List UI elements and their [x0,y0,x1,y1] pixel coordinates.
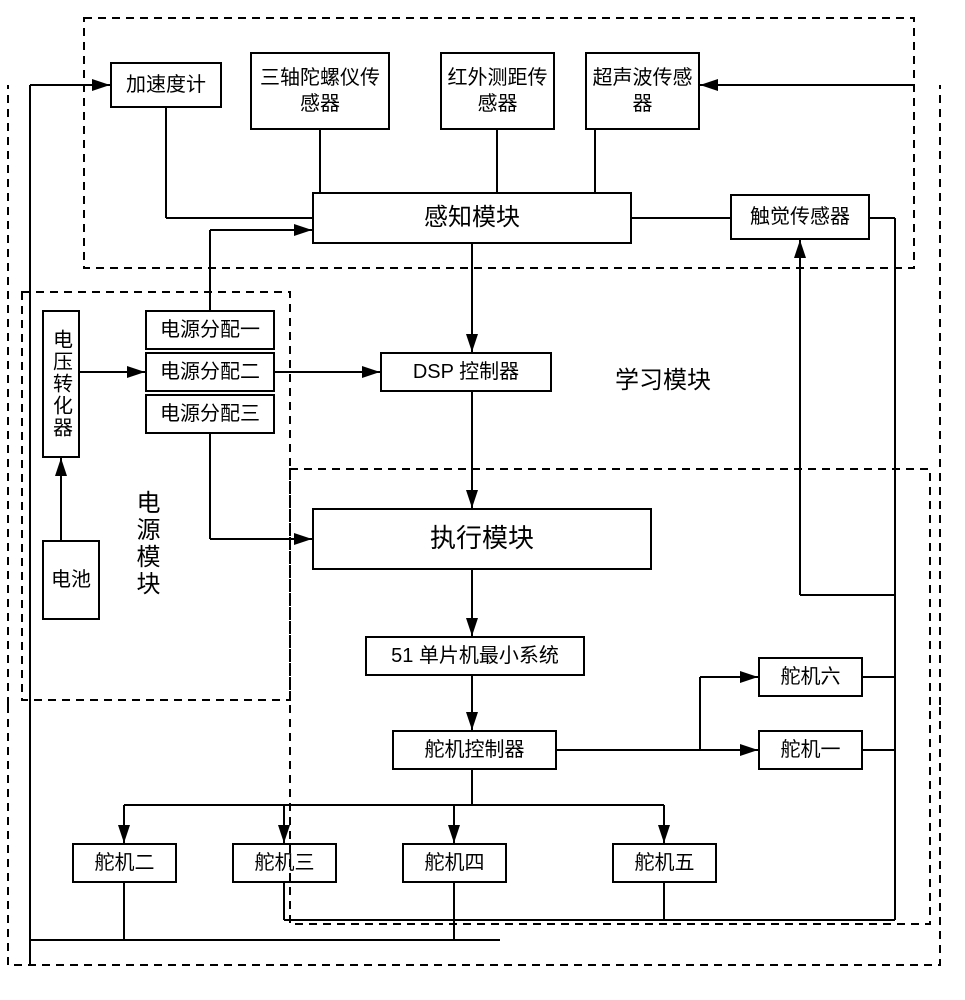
servo-3-node: 舵机三 [232,843,337,883]
servo-1-node: 舵机一 [758,730,863,770]
servo-5-node: 舵机五 [612,843,717,883]
servo-4-node: 舵机四 [402,843,507,883]
tactile-sensor-node: 触觉传感器 [730,194,870,240]
power-module-label: 电源模块 [128,490,163,598]
power-dist-2-node: 电源分配二 [145,352,275,392]
battery-node: 电池 [42,540,100,620]
voltage-converter-node: 电压转化器 [42,310,80,458]
accelerometer-node: 加速度计 [110,62,222,108]
servo-2-node: 舵机二 [72,843,177,883]
learning-module-label: 学习模块 [615,360,711,395]
execution-module-node: 执行模块 [312,508,652,570]
servo-6-node: 舵机六 [758,657,863,697]
power-dist-3-node: 电源分配三 [145,394,275,434]
ultrasonic-node: 超声波传感器 [585,52,700,130]
gyroscope-node: 三轴陀螺仪传感器 [250,52,390,130]
dsp-controller-node: DSP 控制器 [380,352,552,392]
mcu-node: 51 单片机最小系统 [365,636,585,676]
power-dist-1-node: 电源分配一 [145,310,275,350]
perception-module-node: 感知模块 [312,192,632,244]
servo-controller-node: 舵机控制器 [392,730,557,770]
infrared-node: 红外测距传感器 [440,52,555,130]
